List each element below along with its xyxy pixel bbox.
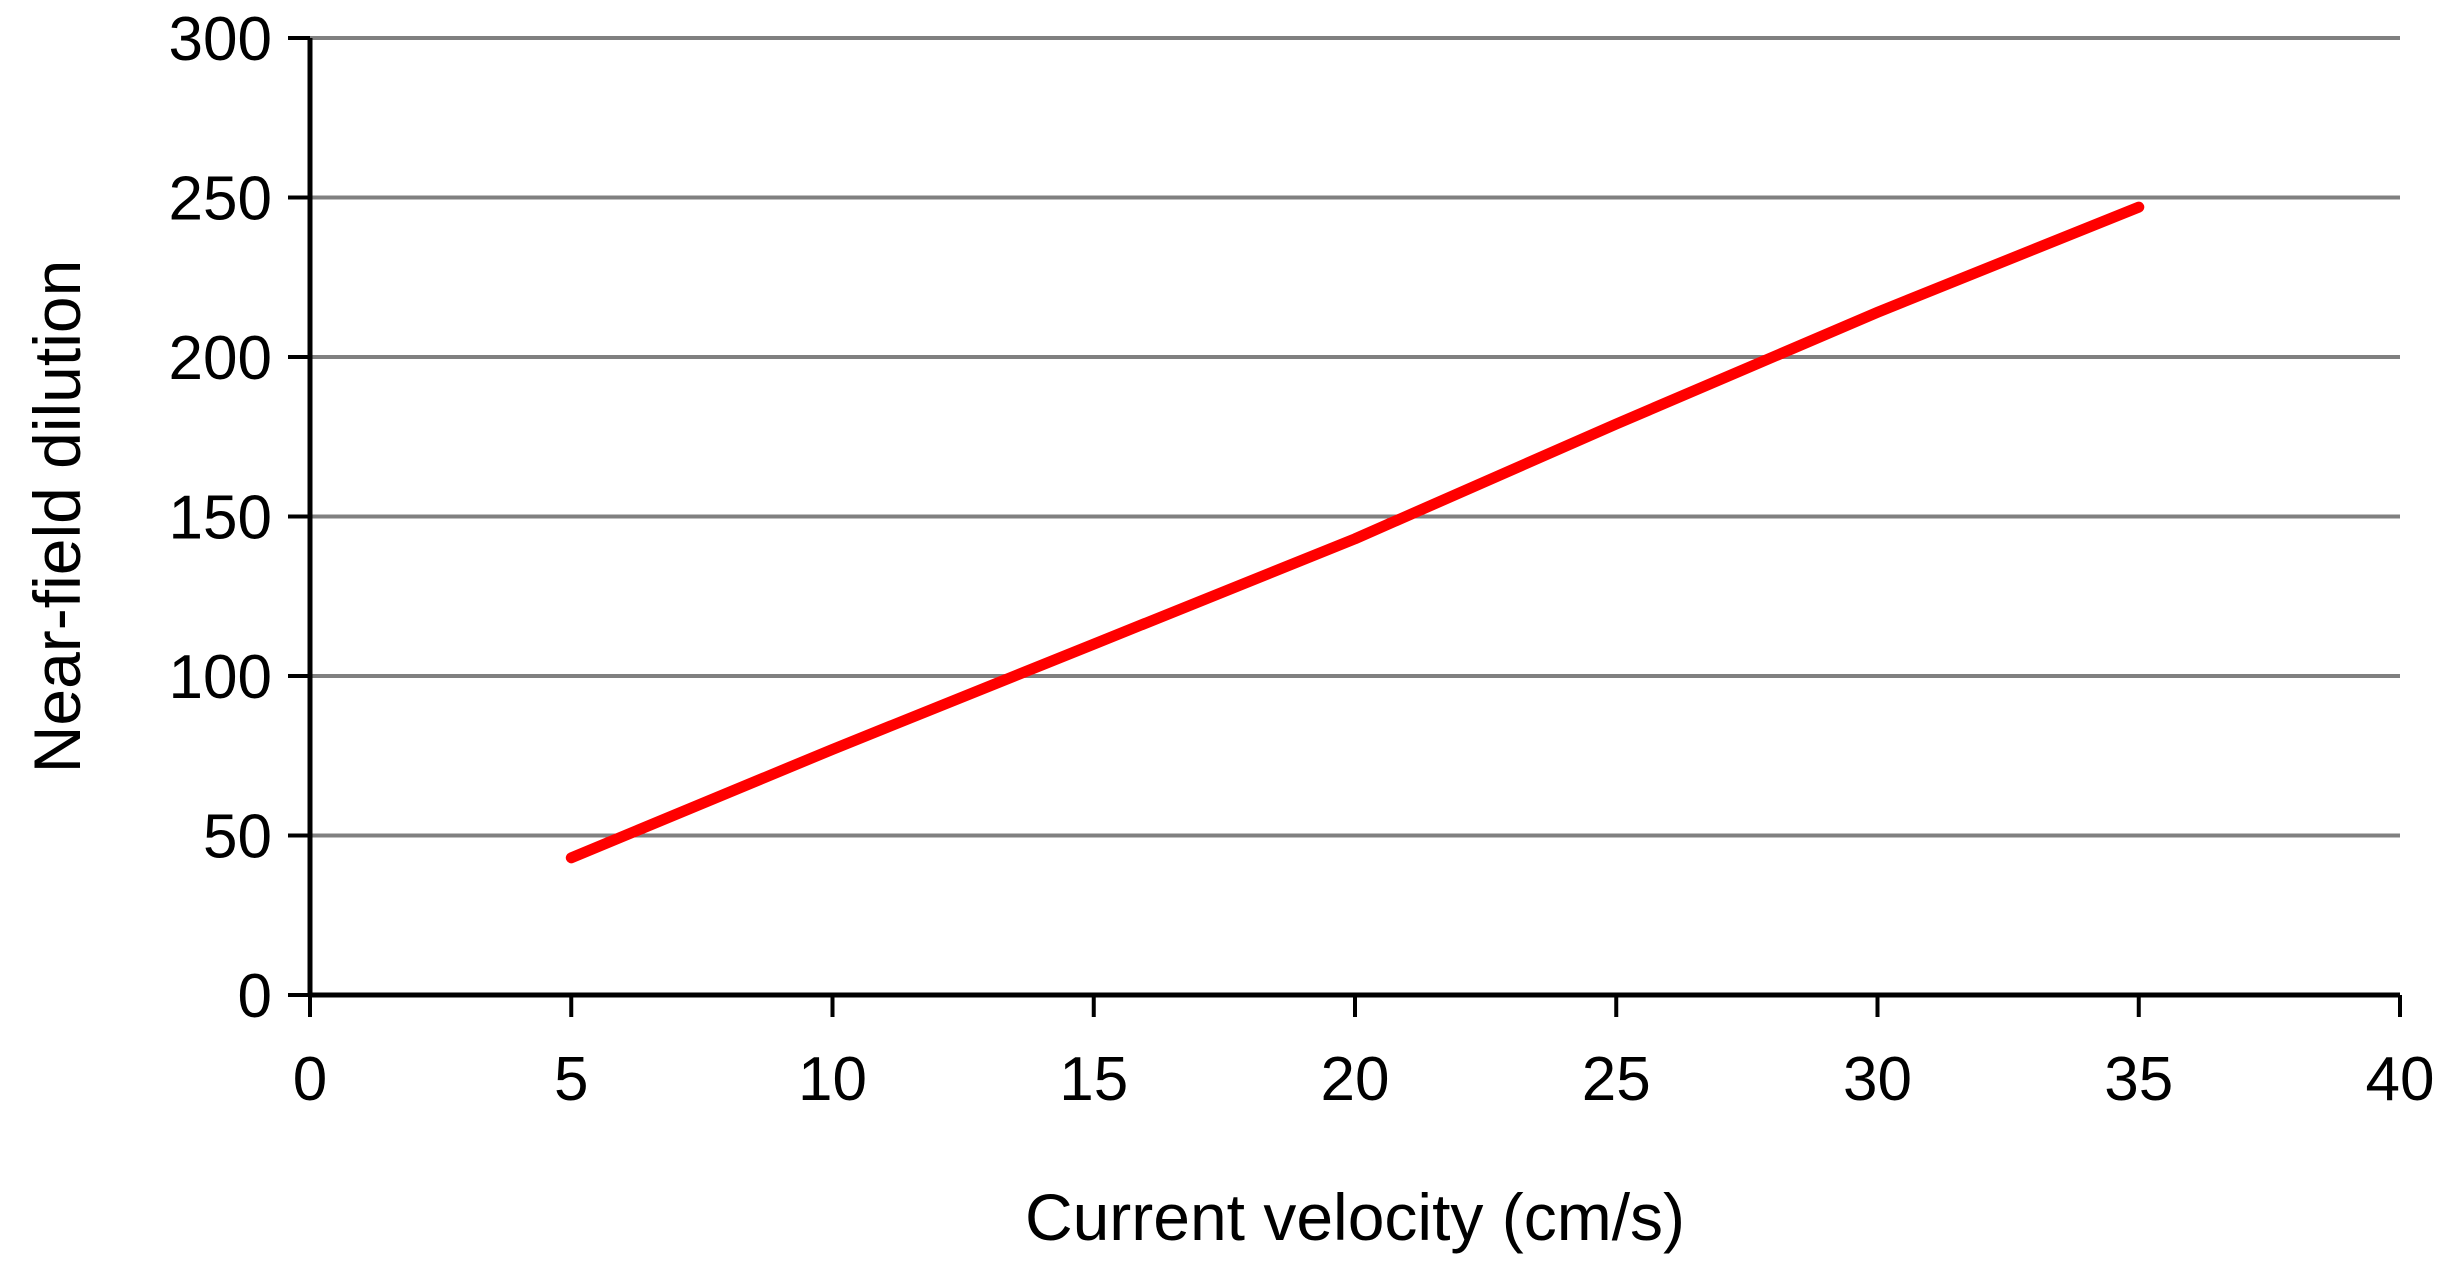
y-tick-label-0: 0 bbox=[238, 962, 272, 1031]
series-line-0 bbox=[565, 201, 2145, 864]
x-tick-label-20: 20 bbox=[1321, 1045, 1390, 1114]
x-tick-label-25: 25 bbox=[1582, 1045, 1651, 1114]
y-tick-label-300: 300 bbox=[169, 5, 272, 74]
x-tick-label-40: 40 bbox=[2366, 1045, 2435, 1114]
y-axis-ticks: 0 50 100 150 200 250 300 bbox=[169, 5, 310, 1031]
x-tick-label-30: 30 bbox=[1843, 1045, 1912, 1114]
x-tick-label-15: 15 bbox=[1059, 1045, 1128, 1114]
gridlines bbox=[310, 36, 2400, 838]
x-axis-title: Current velocity (cm/s) bbox=[1025, 1180, 1685, 1254]
x-tick-label-10: 10 bbox=[798, 1045, 867, 1114]
x-tick-label-0: 0 bbox=[293, 1045, 327, 1114]
y-tick-label-200: 200 bbox=[169, 324, 272, 393]
x-axis-ticks: 0 5 10 15 20 25 30 35 40 bbox=[293, 995, 2435, 1114]
y-tick-label-100: 100 bbox=[169, 643, 272, 712]
y-tick-label-50: 50 bbox=[203, 803, 272, 872]
y-tick-label-250: 250 bbox=[169, 165, 272, 234]
x-tick-label-5: 5 bbox=[554, 1045, 588, 1114]
series bbox=[565, 201, 2145, 864]
y-axis-title: Near-field dilution bbox=[20, 260, 94, 774]
x-tick-label-35: 35 bbox=[2104, 1045, 2173, 1114]
y-tick-label-150: 150 bbox=[169, 484, 272, 553]
